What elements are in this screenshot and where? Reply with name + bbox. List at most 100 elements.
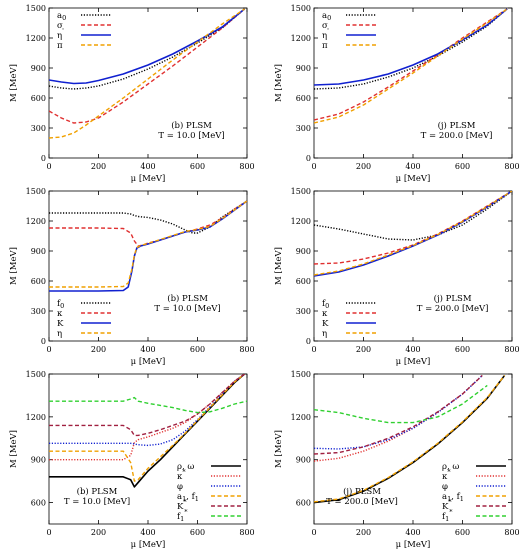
legend-label: η' bbox=[322, 27, 329, 41]
x-tick-label: 400 bbox=[140, 162, 155, 171]
y-tick-label: 300 bbox=[296, 124, 311, 133]
x-tick-label: 800 bbox=[239, 162, 254, 171]
chart-panel: 0 200 400 600 800 0 300 600 900 1200 1500 μ [MeV] M … bbox=[9, 187, 255, 367]
legend-label: κ* bbox=[442, 468, 451, 482]
x-tick-label: 600 bbox=[190, 528, 205, 537]
x-tick-label: 600 bbox=[190, 162, 205, 171]
x-tick-label: 600 bbox=[190, 345, 205, 354]
x-tick-label: 200 bbox=[356, 528, 371, 537]
x-tick-label: 200 bbox=[356, 162, 371, 171]
series-line bbox=[314, 374, 483, 455]
x-axis-label: μ [MeV] bbox=[131, 174, 166, 184]
x-tick-label: 800 bbox=[504, 162, 519, 171]
y-tick-label: 1200 bbox=[26, 34, 46, 43]
y-tick-label: 1500 bbox=[26, 4, 46, 13]
y-tick-label: 0 bbox=[306, 154, 311, 163]
y-axis-label: M [MeV] bbox=[274, 430, 284, 468]
series-line bbox=[49, 200, 247, 247]
y-tick-label: 600 bbox=[296, 94, 311, 103]
legend-label: η bbox=[57, 329, 62, 339]
series-line bbox=[314, 374, 483, 450]
y-tick-label: 1200 bbox=[291, 217, 311, 226]
x-tick-label: 0 bbox=[46, 162, 51, 171]
plot-frame bbox=[313, 190, 513, 342]
y-tick-label: 600 bbox=[296, 499, 311, 508]
x-tick-label: 400 bbox=[405, 345, 420, 354]
legend-label: κ bbox=[57, 309, 63, 319]
legend-label: ρ, ω bbox=[442, 462, 459, 472]
y-tick-label: 900 bbox=[296, 247, 311, 256]
y-tick-label: 300 bbox=[31, 307, 46, 316]
y-tick-label: 0 bbox=[306, 337, 311, 346]
y-tick-label: 1500 bbox=[291, 370, 311, 379]
legend-label: f1* bbox=[177, 508, 188, 523]
y-tick-label: 900 bbox=[31, 456, 46, 465]
y-axis-label: M [MeV] bbox=[9, 64, 19, 102]
legend-label: ρ, ω bbox=[177, 462, 194, 472]
series-line bbox=[49, 200, 247, 288]
series-line bbox=[49, 8, 245, 124]
y-tick-label: 1500 bbox=[26, 370, 46, 379]
x-tick-label: 0 bbox=[311, 345, 316, 354]
y-tick-label: 1500 bbox=[291, 187, 311, 196]
x-tick-label: 200 bbox=[356, 345, 371, 354]
legend-label: φ bbox=[442, 482, 448, 492]
temperature-label: T = 200.0 [MeV] bbox=[326, 497, 398, 507]
y-tick-label: 300 bbox=[31, 124, 46, 133]
x-axis-label: μ [MeV] bbox=[131, 540, 166, 550]
series-line bbox=[49, 396, 247, 414]
y-tick-label: 1200 bbox=[26, 413, 46, 422]
legend-label: κ* bbox=[177, 468, 186, 482]
x-tick-label: 200 bbox=[91, 162, 106, 171]
y-tick-label: 600 bbox=[31, 499, 46, 508]
legend-label: f0 bbox=[322, 299, 329, 310]
temperature-label: T = 10.0 [MeV] bbox=[154, 304, 220, 314]
legend-label: a1, f1 bbox=[177, 492, 199, 503]
x-tick-label: 600 bbox=[455, 345, 470, 354]
temperature-label: T = 200.0 [MeV] bbox=[421, 131, 493, 141]
legend-label: f1* bbox=[442, 508, 453, 523]
temperature-label: T = 200.0 [MeV] bbox=[417, 304, 489, 314]
series-line bbox=[49, 8, 245, 139]
series-line bbox=[314, 191, 512, 265]
x-axis-label: μ [MeV] bbox=[396, 540, 431, 550]
chart-panel: 0 200 400 600 800 0 300 600 900 1200 1500 μ [MeV] M … bbox=[9, 4, 255, 184]
y-tick-label: 600 bbox=[296, 277, 311, 286]
legend-label: π bbox=[57, 41, 63, 51]
x-tick-label: 400 bbox=[405, 162, 420, 171]
y-tick-label: 600 bbox=[31, 94, 46, 103]
series-line bbox=[314, 384, 488, 424]
x-tick-label: 400 bbox=[405, 528, 420, 537]
chart-panel: 0 200 400 600 800 600 900 1200 1500 μ [MeV] M [MeV… bbox=[274, 370, 520, 550]
legend-label: a1, f1 bbox=[442, 492, 464, 503]
x-tick-label: 0 bbox=[46, 345, 51, 354]
temperature-label: T = 10.0 [MeV] bbox=[64, 497, 130, 507]
plot-frame bbox=[48, 190, 248, 342]
x-tick-label: 0 bbox=[311, 528, 316, 537]
x-tick-label: 800 bbox=[239, 345, 254, 354]
y-tick-label: 600 bbox=[31, 277, 46, 286]
y-axis-label: M [MeV] bbox=[9, 430, 19, 468]
chart-panel: 0 200 400 600 800 0 300 600 900 1200 1500 μ [MeV] M … bbox=[274, 4, 520, 184]
legend-label: η bbox=[322, 329, 327, 339]
legend-label: κ bbox=[322, 309, 328, 319]
y-tick-label: 900 bbox=[296, 456, 311, 465]
x-tick-label: 200 bbox=[91, 528, 106, 537]
legend-label: σ bbox=[57, 21, 63, 31]
series-line bbox=[314, 8, 508, 121]
y-tick-label: 300 bbox=[296, 307, 311, 316]
series-line bbox=[49, 200, 247, 292]
x-axis-label: μ [MeV] bbox=[396, 174, 431, 184]
series-line bbox=[314, 191, 512, 276]
series-line bbox=[314, 8, 508, 86]
legend-label: a0 bbox=[322, 11, 331, 22]
series-line bbox=[49, 8, 246, 85]
y-tick-label: 1200 bbox=[291, 34, 311, 43]
y-tick-label: 900 bbox=[31, 247, 46, 256]
legend-label: η' bbox=[57, 27, 64, 41]
series-line bbox=[49, 374, 245, 461]
panel-label: (b) PLSM bbox=[77, 486, 118, 497]
legend-label: π bbox=[322, 41, 328, 51]
y-tick-label: 0 bbox=[41, 154, 46, 163]
